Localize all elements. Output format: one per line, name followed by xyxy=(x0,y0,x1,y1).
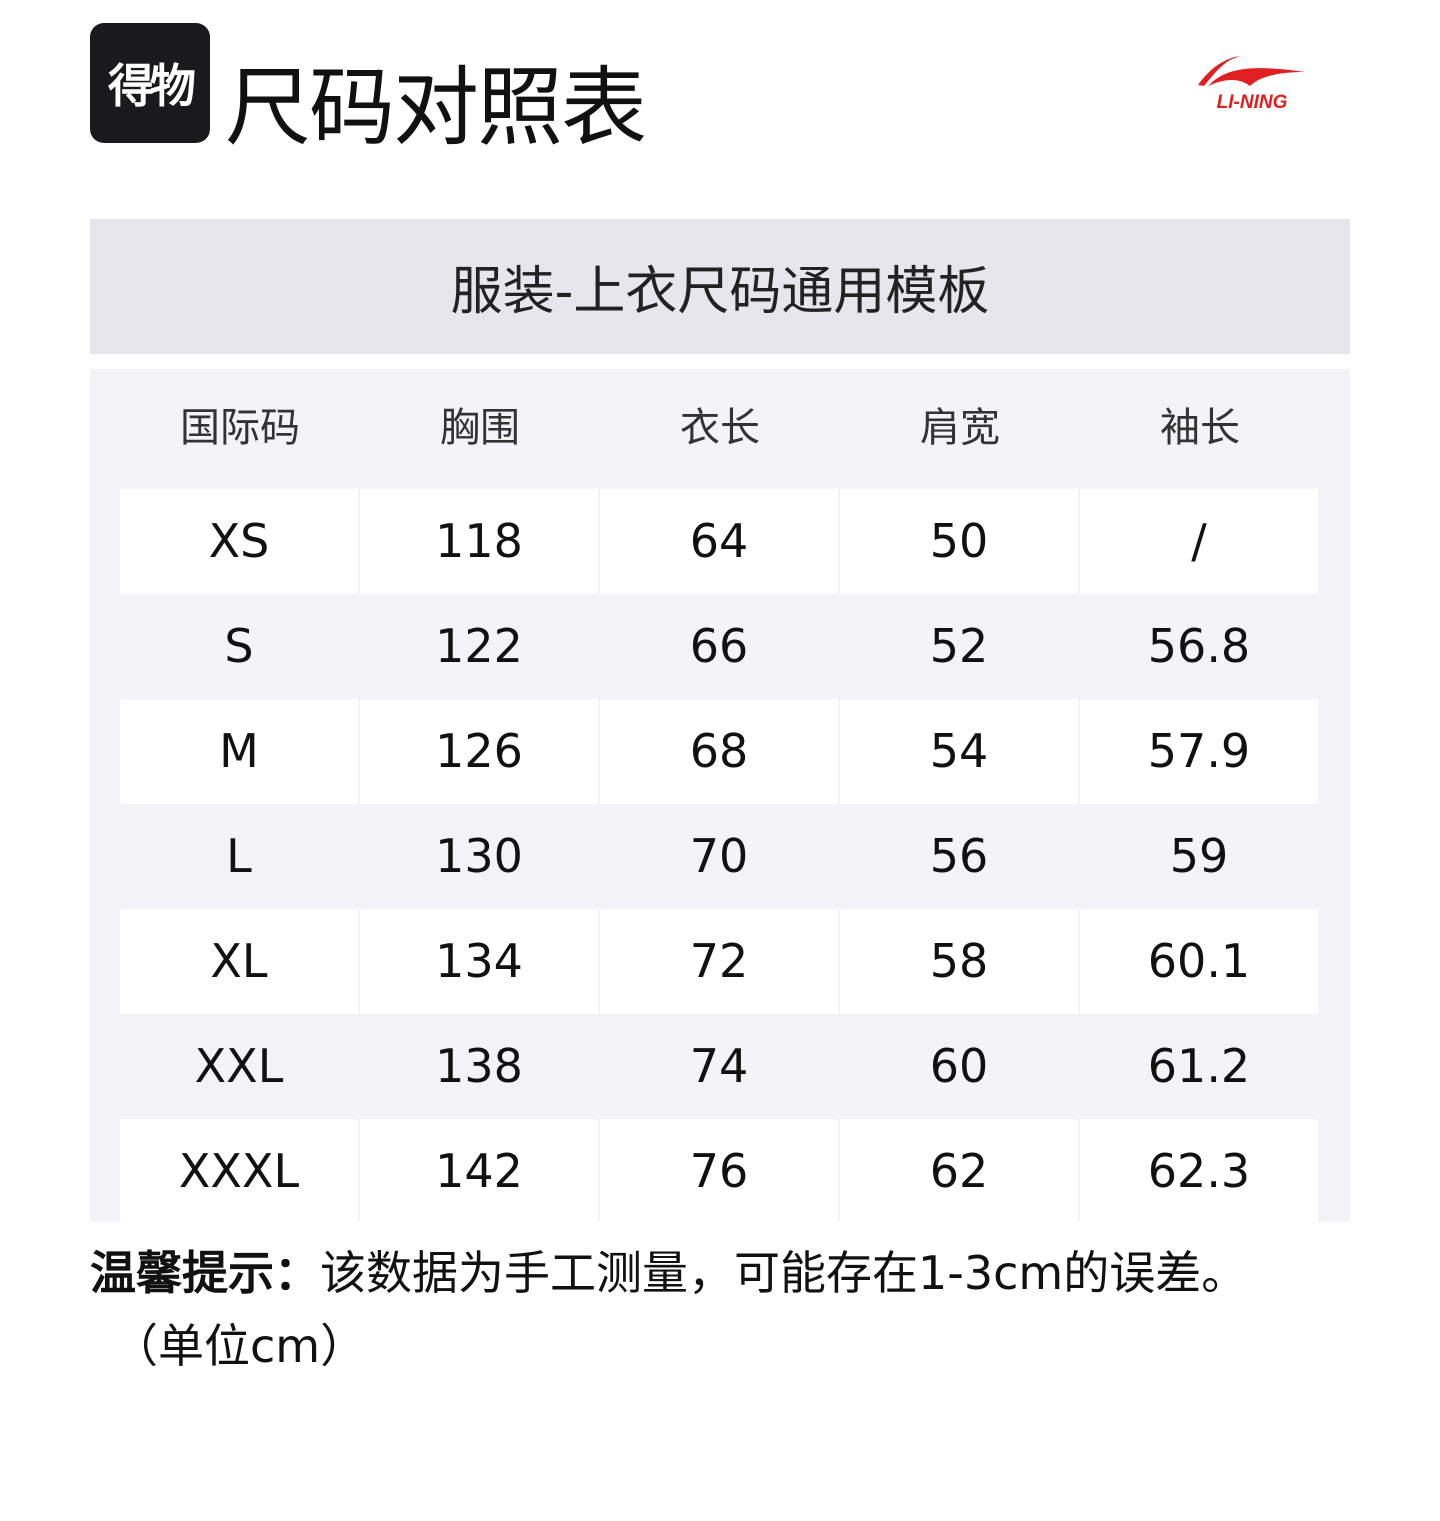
table-cell: 72 xyxy=(600,909,838,1014)
table-cell: M xyxy=(120,699,358,804)
table-cell: XXL xyxy=(194,1039,284,1093)
table-cell: / xyxy=(1080,489,1318,594)
table-cell: 126 xyxy=(360,699,598,804)
note-label: 温馨提示： xyxy=(90,1246,320,1300)
table-cell: 54 xyxy=(840,699,1078,804)
table-row: M 126 68 54 57.9 xyxy=(120,699,1318,804)
table-cell: 62 xyxy=(840,1119,1078,1224)
table-cell: 57.9 xyxy=(1080,699,1318,804)
table-row: L 130 70 56 59 xyxy=(120,804,1318,909)
header-cell: 肩宽 xyxy=(920,405,1000,451)
dewu-logo-text: 得物 xyxy=(108,59,196,113)
table-row: XXXL 142 76 62 62.3 xyxy=(120,1119,1318,1224)
table-cell: 50 xyxy=(840,489,1078,594)
li-ning-logo: LI-NING xyxy=(1198,56,1305,113)
table-cell: 70 xyxy=(689,829,749,883)
table-cell: 62.3 xyxy=(1080,1119,1318,1224)
table-row: XS 118 64 50/ xyxy=(120,489,1318,594)
table-cell: 52 xyxy=(929,619,989,673)
page-title: 尺码对照表 xyxy=(225,58,647,158)
note-text: 该数据为手工测量，可能存在1-3cm的误差。 xyxy=(320,1246,1248,1300)
template-title: 服装-上衣尺码通用模板 xyxy=(90,219,1350,354)
size-table: 国际码 胸围 衣长 肩宽 袖长 XS 118 64 50/S 122 66 52 56.8 M 1… xyxy=(90,369,1350,1224)
table-cell: 138 xyxy=(435,1039,523,1093)
unit-note: （单位cm） xyxy=(112,1319,367,1373)
header-cell: 衣长 xyxy=(680,405,760,451)
table-row: XL 134 72 58 60.1 xyxy=(120,909,1318,1014)
table-cell: 142 xyxy=(360,1119,598,1224)
table-row: XXL 138 74 60 61.2 xyxy=(120,1014,1318,1119)
table-cell: XL xyxy=(120,909,358,1014)
table-cell: 58 xyxy=(840,909,1078,1014)
note: 温馨提示：该数据为手工测量，可能存在1-3cm的误差。 xyxy=(90,1243,1247,1303)
table-cell: 68 xyxy=(600,699,838,804)
table-cell: 56 xyxy=(929,829,989,883)
table-cell: 61.2 xyxy=(1147,1039,1251,1093)
table-cell: 134 xyxy=(360,909,598,1014)
table-cell: 60.1 xyxy=(1080,909,1318,1014)
table-header: 国际码 胸围 衣长 肩宽 袖长 xyxy=(120,369,1320,489)
table-cell: XXXL xyxy=(120,1119,358,1224)
table-cell: 59 xyxy=(1169,829,1229,883)
table-cell: 66 xyxy=(689,619,749,673)
table-cell: XS xyxy=(120,489,358,594)
table-cell: S xyxy=(224,619,254,673)
header-cell: 袖长 xyxy=(1160,405,1240,451)
table-cell: L xyxy=(226,829,252,883)
table-row: S 122 66 52 56.8 xyxy=(120,594,1318,699)
header-cell: 胸围 xyxy=(440,405,520,451)
header-cell: 国际码 xyxy=(180,405,300,451)
svg-text:LI-NING: LI-NING xyxy=(1217,92,1288,113)
table-cell: 56.8 xyxy=(1147,619,1251,673)
table-cell: 122 xyxy=(435,619,523,673)
table-cell: 76 xyxy=(600,1119,838,1224)
dewu-logo: 得物 xyxy=(90,23,210,143)
table-cell: 60 xyxy=(929,1039,989,1093)
table-cell: 130 xyxy=(435,829,523,883)
table-cell: 74 xyxy=(689,1039,749,1093)
table-cell: 118 xyxy=(360,489,598,594)
table-cell: 64 xyxy=(600,489,838,594)
